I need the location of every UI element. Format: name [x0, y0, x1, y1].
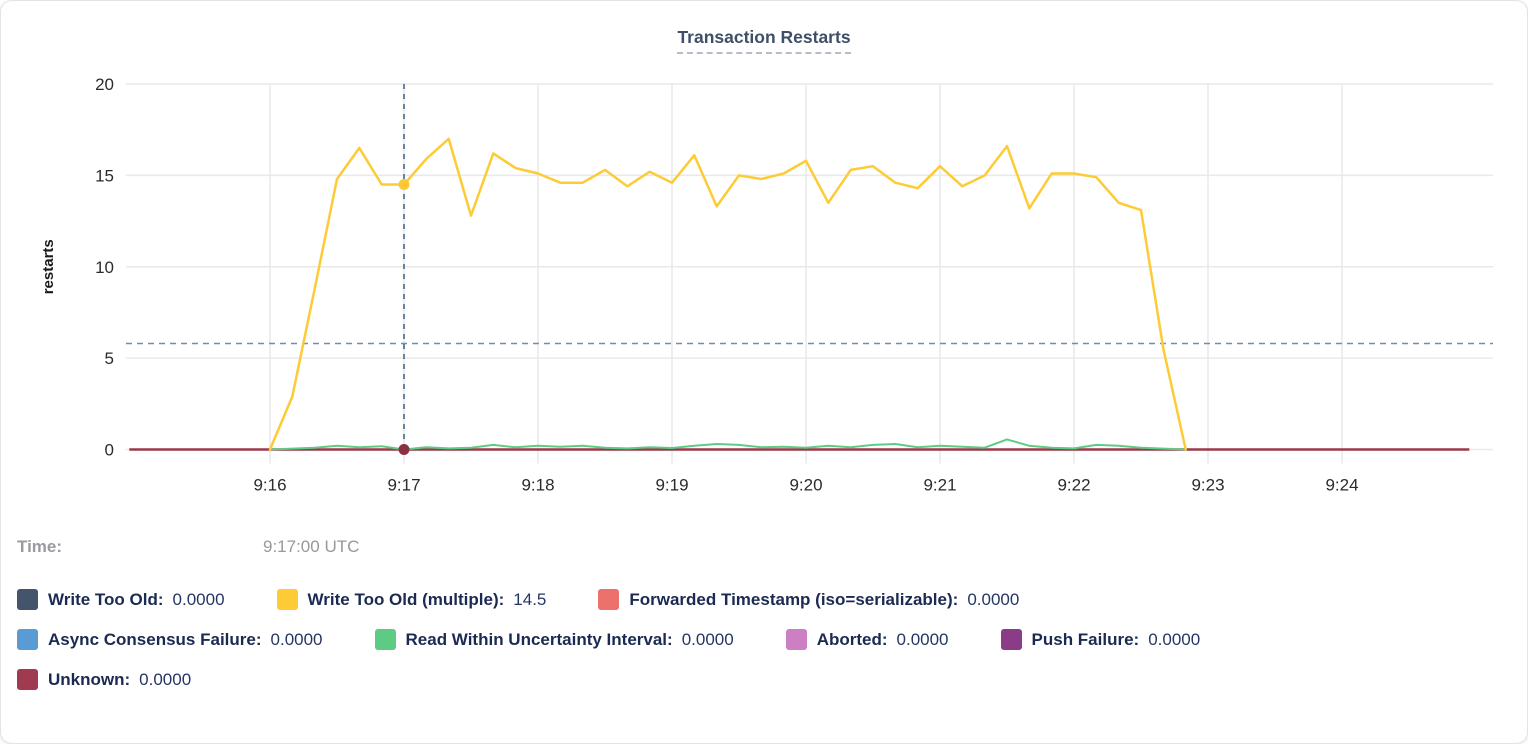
legend-item-unknown[interactable]: Unknown: 0.0000: [17, 669, 191, 690]
legend-value: 0.0000: [896, 629, 949, 649]
time-value: 9:17:00 UTC: [263, 537, 360, 556]
legend-value: 0.0000: [139, 669, 192, 689]
legend-item-forwarded-timestamp[interactable]: Forwarded Timestamp (iso=serializable): 0…: [598, 589, 1019, 610]
legend-swatch-icon: [1000, 629, 1022, 650]
legend-value: 14.5: [513, 589, 547, 609]
y-axis-label: restarts: [40, 239, 57, 294]
y-tick-label: 5: [105, 349, 114, 368]
x-tick-label: 9:18: [521, 476, 554, 495]
legend-label: Async Consensus Failure:: [48, 629, 262, 649]
legend-value: 0.0000: [967, 589, 1020, 609]
x-tick-label: 9:20: [789, 476, 822, 495]
line-chart[interactable]: 0 5 10 15 20 9:16 9:17 9:18 9:19 9:20 9:21 9:22 9:23…: [1, 1, 1528, 506]
legend-label: Write Too Old (multiple):: [307, 589, 505, 609]
legend-value: 0.0000: [270, 629, 323, 649]
legend-value: 0.0000: [681, 629, 734, 649]
title-row: Transaction Restarts: [1, 27, 1527, 54]
legend-item-write-too-old-multiple[interactable]: Write Too Old (multiple): 14.5: [276, 589, 547, 610]
series-write-too-old-multiple-: [268, 137, 1187, 451]
legend-label: Forwarded Timestamp (iso=serializable):: [629, 589, 959, 609]
legend-value: 0.0000: [1148, 629, 1201, 649]
legend-item-read-within-uncertainty-interval[interactable]: Read Within Uncertainty Interval: 0.0000: [374, 629, 734, 650]
legend-swatch-icon: [598, 589, 620, 610]
x-tick-label: 9:16: [253, 476, 286, 495]
y-tick-label: 10: [95, 258, 114, 277]
legend: Write Too Old: 0.0000 Write Too Old (multi…: [17, 589, 1511, 709]
legend-item-async-consensus-failure[interactable]: Async Consensus Failure: 0.0000: [17, 629, 323, 650]
legend-swatch-icon: [17, 629, 38, 650]
crosshair-point-unknown: [398, 444, 410, 455]
legend-label: Unknown:: [48, 669, 131, 689]
x-tick-label: 9:21: [923, 476, 956, 495]
legend-row: Async Consensus Failure: 0.0000 Read Withi…: [17, 629, 1511, 650]
legend-value: 0.0000: [172, 589, 225, 609]
x-tick-label: 9:22: [1057, 476, 1090, 495]
x-tick-label: 9:24: [1325, 476, 1358, 495]
x-tick-label: 9:17: [387, 476, 420, 495]
series-read-within-uncertainty-interval: [269, 438, 1187, 451]
legend-item-aborted[interactable]: Aborted: 0.0000: [785, 629, 949, 650]
legend-swatch-icon: [17, 669, 38, 690]
legend-label: Aborted:: [816, 629, 888, 649]
crosshair-point-write-too-old-multiple-: [398, 179, 410, 191]
legend-swatch-icon: [17, 589, 38, 610]
legend-swatch-icon: [785, 629, 807, 650]
y-tick-label: 0: [105, 441, 114, 460]
legend-label: Push Failure:: [1031, 629, 1140, 649]
chart-area[interactable]: 0 5 10 15 20 9:16 9:17 9:18 9:19 9:20 9:21 9:22 9:23…: [1, 1, 1528, 506]
legend-swatch-icon: [374, 629, 396, 650]
legend-item-write-too-old[interactable]: Write Too Old: 0.0000: [17, 589, 225, 610]
time-label: Time:: [17, 537, 63, 556]
x-tick-label: 9:19: [655, 476, 688, 495]
y-tick-label: 15: [95, 166, 114, 185]
legend-item-push-failure[interactable]: Push Failure: 0.0000: [1000, 629, 1201, 650]
legend-row: Unknown: 0.0000: [17, 669, 1511, 690]
legend-label: Read Within Uncertainty Interval:: [405, 629, 673, 649]
x-tick-label: 9:23: [1191, 476, 1224, 495]
hover-time-row: Time: 9:17:00 UTC: [17, 537, 1511, 557]
legend-row: Write Too Old: 0.0000 Write Too Old (multi…: [17, 589, 1511, 610]
chart-title[interactable]: Transaction Restarts: [677, 27, 851, 54]
y-tick-label: 20: [95, 75, 114, 94]
legend-label: Write Too Old:: [48, 589, 164, 609]
legend-swatch-icon: [276, 589, 298, 610]
